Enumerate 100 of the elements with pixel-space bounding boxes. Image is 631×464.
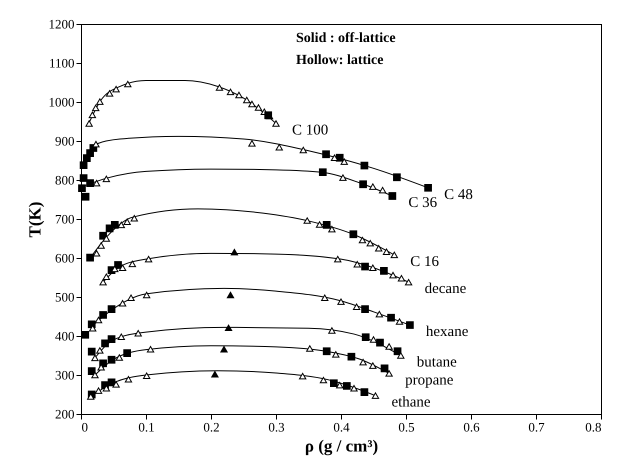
point bbox=[322, 220, 331, 229]
point bbox=[382, 248, 390, 255]
point bbox=[350, 385, 358, 392]
point bbox=[123, 218, 131, 225]
point bbox=[97, 242, 105, 249]
point bbox=[375, 245, 382, 252]
point bbox=[397, 352, 404, 359]
point bbox=[96, 347, 104, 354]
series-label: hexane bbox=[426, 324, 469, 340]
point bbox=[358, 236, 366, 244]
point bbox=[321, 294, 328, 302]
point bbox=[340, 158, 348, 165]
point bbox=[406, 321, 414, 329]
point bbox=[359, 180, 367, 188]
point bbox=[389, 272, 397, 278]
point bbox=[380, 267, 388, 275]
point bbox=[86, 254, 94, 262]
point bbox=[85, 120, 93, 127]
point bbox=[78, 184, 86, 192]
point bbox=[118, 300, 126, 306]
point bbox=[102, 273, 110, 280]
point bbox=[339, 174, 347, 181]
point bbox=[349, 230, 358, 238]
point bbox=[369, 264, 377, 271]
point bbox=[216, 84, 224, 91]
point bbox=[276, 144, 283, 150]
point bbox=[248, 100, 256, 108]
point bbox=[101, 340, 109, 348]
y-tick-label: 1000 bbox=[48, 94, 74, 110]
y-tick-label: 200 bbox=[55, 406, 74, 422]
x-tick-label: 0.7 bbox=[528, 420, 546, 434]
point bbox=[128, 260, 136, 268]
point bbox=[220, 346, 228, 352]
x-tick-label: 0.8 bbox=[585, 420, 602, 434]
point bbox=[394, 347, 402, 356]
point bbox=[94, 316, 102, 324]
point bbox=[300, 146, 307, 154]
point bbox=[334, 256, 342, 262]
point bbox=[372, 392, 380, 399]
point bbox=[316, 221, 324, 228]
point bbox=[380, 364, 388, 372]
point bbox=[387, 314, 395, 322]
point bbox=[320, 376, 328, 384]
y-tick-label: 500 bbox=[55, 290, 74, 304]
point bbox=[106, 90, 114, 97]
point bbox=[366, 240, 374, 246]
point bbox=[306, 345, 314, 352]
point bbox=[385, 370, 393, 377]
x-tick-label: 0 bbox=[82, 420, 88, 434]
point bbox=[226, 88, 234, 96]
point bbox=[248, 140, 256, 147]
point bbox=[369, 183, 377, 190]
point bbox=[86, 179, 94, 187]
point bbox=[376, 310, 384, 318]
y-axis-title: T(K) bbox=[26, 202, 44, 238]
point bbox=[390, 252, 398, 258]
point bbox=[224, 324, 232, 332]
point bbox=[272, 120, 280, 127]
point bbox=[370, 336, 378, 343]
point bbox=[124, 80, 132, 88]
point bbox=[352, 304, 360, 310]
point bbox=[112, 381, 120, 388]
point bbox=[298, 372, 306, 380]
point bbox=[404, 278, 412, 286]
point bbox=[362, 333, 370, 342]
point bbox=[330, 379, 338, 388]
point bbox=[92, 104, 100, 112]
y-tick-label: 1200 bbox=[48, 16, 74, 32]
series-label: C 100 bbox=[292, 122, 328, 138]
point bbox=[81, 330, 90, 339]
point bbox=[80, 174, 88, 182]
point bbox=[146, 346, 154, 352]
series-label: decane bbox=[424, 281, 467, 298]
series-label: C 16 bbox=[410, 254, 440, 270]
y-tick-label: 900 bbox=[55, 134, 74, 148]
point bbox=[336, 382, 344, 388]
point bbox=[88, 348, 96, 356]
point bbox=[360, 162, 368, 170]
point bbox=[99, 311, 107, 319]
point bbox=[123, 349, 132, 358]
series-label: ethane bbox=[391, 394, 431, 411]
point bbox=[144, 256, 152, 262]
point bbox=[385, 343, 393, 350]
point bbox=[134, 330, 142, 337]
point bbox=[142, 292, 150, 298]
point bbox=[230, 248, 238, 256]
point bbox=[332, 351, 340, 358]
point bbox=[376, 338, 384, 346]
point bbox=[337, 298, 345, 305]
point bbox=[118, 264, 126, 271]
point bbox=[116, 354, 124, 361]
point bbox=[360, 388, 368, 396]
point bbox=[108, 335, 116, 343]
point bbox=[142, 372, 150, 380]
point bbox=[108, 378, 116, 386]
point bbox=[82, 192, 90, 201]
y-tick-label: 300 bbox=[55, 368, 74, 382]
x-tick-label: 0.6 bbox=[463, 420, 480, 434]
point bbox=[328, 226, 336, 232]
point bbox=[318, 168, 327, 176]
